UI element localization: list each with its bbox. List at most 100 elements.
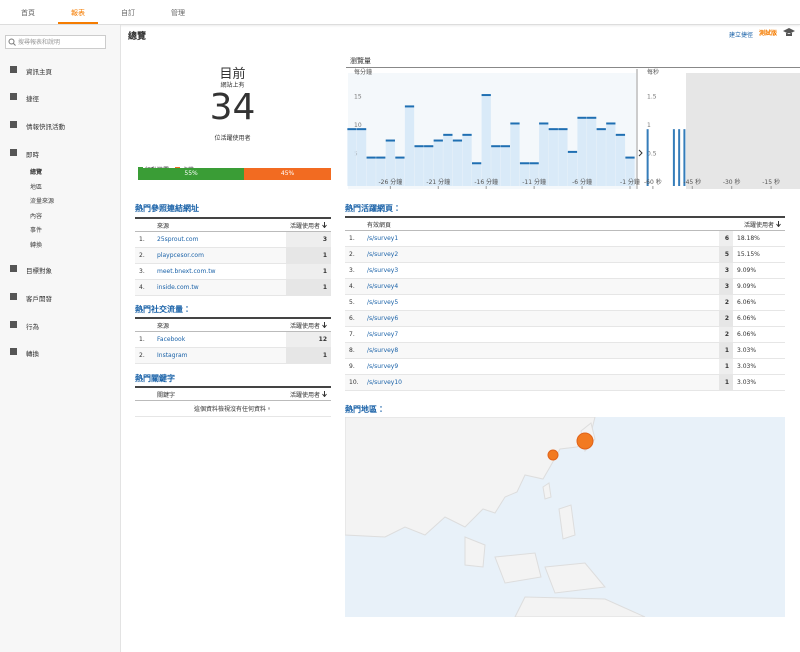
row: 1. 25sprout.com 3 <box>135 231 331 248</box>
header-cell: 來源 <box>153 217 286 232</box>
row-link[interactable]: /s/survey4 <box>363 278 719 295</box>
search-box[interactable]: 搜尋報表和說明 <box>5 35 106 49</box>
bar <box>606 123 616 186</box>
header-cell: 活躍使用者 <box>218 386 331 401</box>
nav-subitem[interactable]: 內容 <box>30 212 43 220</box>
now-subtitle: 網站上有 <box>220 82 245 89</box>
nav-tab[interactable]: 自訂 <box>121 9 135 17</box>
rank: 10. <box>345 374 363 391</box>
row: 4. inside.com.tw 1 <box>135 279 331 296</box>
device-segment: 55% <box>138 168 245 180</box>
x-tick-label: -1 分鐘 <box>620 178 640 186</box>
nav-item[interactable]: 資訊主頁 <box>26 68 52 76</box>
row-link[interactable]: Instagram <box>153 347 286 364</box>
nav-item[interactable]: 情報快訊活動 <box>26 123 65 131</box>
bar <box>356 129 367 186</box>
header-cell <box>135 386 153 401</box>
user-count: 1 <box>285 347 331 364</box>
user-count: 5 <box>719 246 733 263</box>
row: 9./s/survey9 1 3.03% <box>345 358 785 375</box>
share: 3.03% <box>733 358 785 375</box>
bar <box>519 163 530 186</box>
header-cell: 活躍使用者 <box>285 217 331 232</box>
row: 3. meet.bnext.com.tw 1 <box>135 263 331 280</box>
nav-tab[interactable]: 管理 <box>171 9 185 17</box>
row-link[interactable]: /s/survey8 <box>363 342 719 359</box>
row-link[interactable]: inside.com.tw <box>153 279 286 296</box>
row: 6./s/survey6 2 6.06% <box>345 310 785 327</box>
rank: 1. <box>135 231 153 248</box>
x-tick-label: -30 秒 <box>723 178 741 186</box>
user-count: 2 <box>719 294 733 311</box>
user-count: 3 <box>719 278 733 295</box>
expand-arrow <box>638 149 643 157</box>
sort-icon[interactable] <box>322 221 327 228</box>
row-link[interactable]: /s/survey3 <box>363 262 719 279</box>
bar <box>500 146 511 186</box>
nav-subitem[interactable]: 轉換 <box>30 241 43 249</box>
user-count: 3 <box>285 231 331 248</box>
row: 10./s/survey10 1 3.03% <box>345 374 785 391</box>
bar <box>577 117 587 186</box>
bar <box>615 134 626 186</box>
bar <box>433 140 443 186</box>
pageviews-title: 瀏覽量 <box>350 57 371 65</box>
bar <box>646 129 649 186</box>
nav-item[interactable]: 客戶開發 <box>26 295 52 303</box>
row-link[interactable]: /s/survey7 <box>363 326 719 343</box>
row-link[interactable]: playpcesor.com <box>153 247 286 264</box>
sort-icon[interactable] <box>322 390 327 397</box>
row-link[interactable]: /s/survey6 <box>363 310 719 327</box>
section-title: 熱門社交流量： <box>135 305 191 314</box>
create-shortcut[interactable]: 建立捷徑 <box>729 32 754 39</box>
nav-item[interactable]: 行為 <box>26 323 39 331</box>
nav-subitem[interactable]: 總覽 <box>30 169 43 176</box>
row-link[interactable]: /s/survey1 <box>363 230 719 247</box>
row-link[interactable]: /s/survey5 <box>363 294 719 311</box>
nav-tab[interactable]: 報表 <box>58 0 98 24</box>
bar <box>424 146 434 186</box>
nav-item[interactable]: 即時 <box>26 151 39 159</box>
device-segment: 45% <box>244 168 331 180</box>
bar <box>625 157 635 186</box>
row-link[interactable]: meet.bnext.com.tw <box>153 263 286 280</box>
pageviews-rule <box>346 67 800 68</box>
row-link[interactable]: 25sprout.com <box>153 231 286 248</box>
page-title: 總覽 <box>128 32 147 42</box>
nav-item[interactable]: 目標對象 <box>26 267 52 275</box>
user-count: 2 <box>719 310 733 327</box>
nav-subitem[interactable]: 事件 <box>30 227 43 234</box>
sidebar: 搜尋報表和說明 資訊主頁 捷徑 情報快訊活動 即時 總覽 地區 流量來源 內容 事件 轉換 目標對象… <box>0 25 121 652</box>
share: 6.06% <box>733 326 785 343</box>
row-link[interactable]: /s/survey2 <box>363 246 719 263</box>
sort-icon[interactable] <box>322 321 327 328</box>
nav-item[interactable]: 捷徑 <box>26 95 39 103</box>
bar <box>462 134 472 186</box>
nav-tab[interactable]: 首頁 <box>21 9 35 17</box>
device-bar: 55% 45% <box>138 168 331 180</box>
bar <box>539 123 549 186</box>
header-cell <box>135 317 153 332</box>
table: 來源 活躍使用者 1. 25sprout.com 3 2. playpcesor.com 1 3… <box>135 217 331 296</box>
row-link[interactable]: /s/survey10 <box>363 374 719 391</box>
row-link[interactable]: Facebook <box>153 331 286 348</box>
cap-icon <box>783 28 795 36</box>
user-count: 6 <box>719 230 733 247</box>
nav-item[interactable]: 轉換 <box>26 350 39 358</box>
sort-icon[interactable] <box>776 220 781 227</box>
bar <box>529 163 539 186</box>
nav-subitem[interactable]: 地區 <box>30 183 43 191</box>
header-cell <box>345 216 363 231</box>
search-icon <box>8 38 16 46</box>
row: 這個資料檢視沒有任何資料。 <box>135 400 331 417</box>
section-title: 熱門關鍵字 <box>135 374 175 383</box>
rank: 6. <box>345 310 363 327</box>
row-link[interactable]: /s/survey9 <box>363 358 719 375</box>
user-count: 1 <box>719 358 733 375</box>
nav-subitem[interactable]: 流量來源 <box>30 198 55 205</box>
user-count: 1 <box>285 247 331 264</box>
user-count: 1 <box>285 279 331 296</box>
header-row: 來源 活躍使用者 <box>135 317 331 332</box>
row: 5./s/survey5 2 6.06% <box>345 294 785 311</box>
nav-icon <box>10 66 17 73</box>
